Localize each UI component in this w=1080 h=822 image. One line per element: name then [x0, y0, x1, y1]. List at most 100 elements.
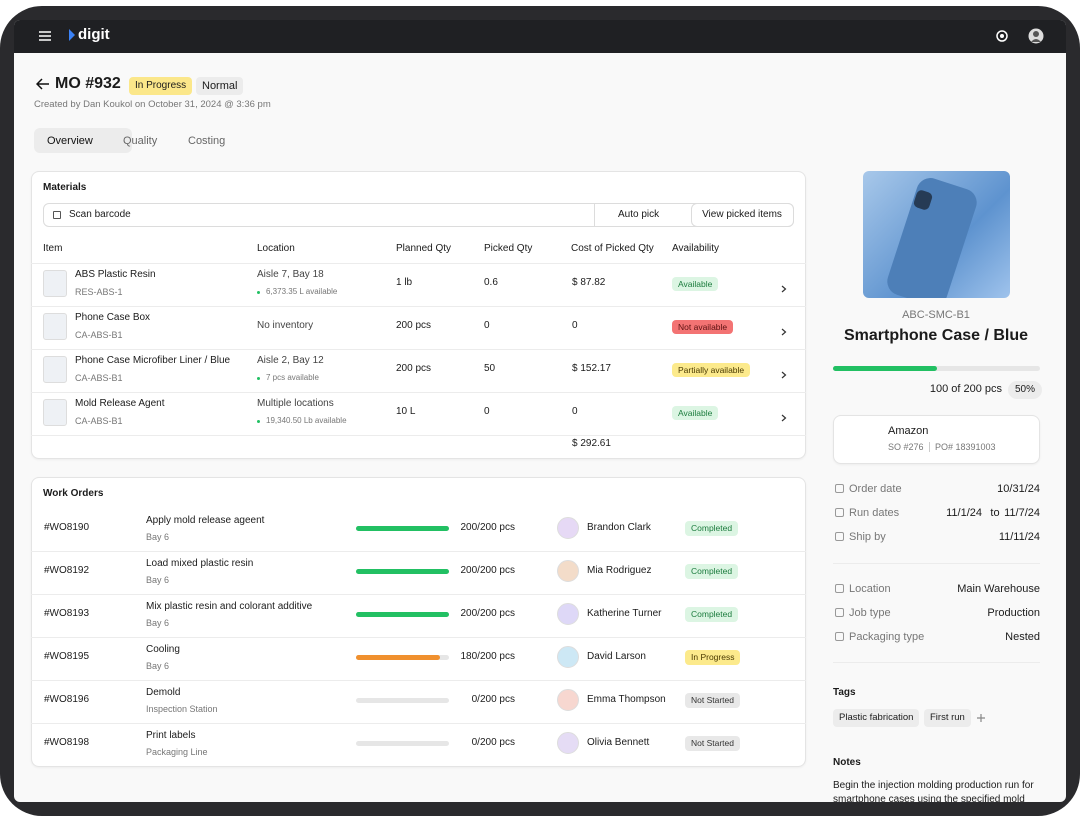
column-header: Cost of Picked Qty [571, 243, 654, 254]
settings-button[interactable] [994, 28, 1010, 44]
top-bar [14, 20, 1066, 53]
assignee-avatar [557, 603, 579, 625]
column-header: Availability [672, 243, 720, 254]
availability-badge: Available [672, 277, 719, 291]
divider [31, 435, 806, 436]
item-sku: CA-ABS-B1 [75, 373, 123, 383]
assignee-avatar [557, 560, 579, 582]
planned-qty: 10 L [396, 406, 416, 417]
auto-pick-divider [594, 204, 595, 226]
view-picked-label[interactable]: View picked items [702, 209, 782, 220]
stock-dot [257, 420, 260, 423]
back-button[interactable] [36, 78, 50, 90]
priority-badge: Normal [196, 77, 244, 95]
wo-id[interactable]: #WO8198 [44, 737, 90, 748]
assignee-name: Emma Thompson [587, 694, 666, 705]
detail-icon [835, 608, 844, 617]
detail-value: 10/31/24 [997, 483, 1040, 495]
menu-button[interactable] [38, 29, 52, 43]
item-thumbnail [43, 356, 67, 383]
customer-card [833, 415, 1040, 464]
user-avatar[interactable] [1028, 28, 1044, 44]
availability-badge: Partially available [672, 363, 751, 377]
divider [31, 306, 806, 307]
wo-place: Inspection Station [146, 704, 218, 714]
tag-chip[interactable]: Plastic fabrication [833, 709, 920, 727]
picked-qty: 0.6 [484, 277, 498, 288]
item-name: Phone Case Box [75, 312, 151, 323]
availability-badge: Not available [672, 320, 734, 334]
divider [31, 680, 806, 681]
barcode-icon [53, 211, 61, 219]
product-sku: ABC-SMC-B1 [902, 309, 970, 321]
picked-qty: 0 [484, 406, 490, 417]
wo-progress-label: 180/200 pcs [460, 651, 516, 662]
column-header: Picked Qty [484, 243, 533, 254]
wo-id[interactable]: #WO8192 [44, 565, 90, 576]
run-separator: to [990, 507, 1000, 519]
tab[interactable]: Costing [188, 135, 226, 147]
item-location: Aisle 2, Bay 12 [257, 355, 324, 366]
item-stock: 7 pcs available [266, 373, 319, 382]
wo-status-badge: Completed [685, 564, 739, 579]
divider [833, 662, 1040, 663]
wo-progress-label: 0/200 pcs [471, 737, 515, 748]
row-chevron[interactable] [781, 323, 787, 336]
wo-id[interactable]: #WO8195 [44, 651, 90, 662]
section-title: Tags [833, 687, 856, 698]
progress-fill [356, 526, 449, 531]
add-tag-button[interactable] [976, 713, 986, 723]
detail-value: Production [987, 607, 1040, 619]
tab-active-bg [34, 128, 132, 153]
detail-label: Run dates [849, 507, 900, 519]
assignee-avatar [557, 517, 579, 539]
wo-place: Bay 6 [146, 661, 170, 671]
detail-value: Nested [1005, 631, 1040, 643]
run-end: 11/7/24 [1004, 507, 1040, 519]
planned-qty: 200 pcs [396, 320, 432, 331]
divider [31, 551, 806, 552]
tag-chip[interactable]: First run [924, 709, 971, 727]
detail-icon [835, 484, 844, 493]
item-stock: 6,373.35 L available [266, 287, 338, 296]
detail-value: 11/11/24 [998, 531, 1040, 543]
assignee-avatar [557, 689, 579, 711]
assignee-name: David Larson [587, 651, 646, 662]
tab[interactable]: Quality [123, 135, 158, 147]
wo-id[interactable]: #WO8190 [44, 522, 90, 533]
run-start: 11/1/24 [946, 507, 982, 519]
tab[interactable]: Overview [47, 135, 93, 147]
search-box[interactable] [43, 203, 794, 227]
detail-icon [835, 532, 844, 541]
picked-cost: $ 87.82 [572, 277, 606, 288]
divider [31, 263, 806, 264]
auto-pick-dropdown[interactable]: Auto pick [618, 209, 660, 220]
customer-so: SO #276 [888, 442, 924, 452]
wo-progress-label: 200/200 pcs [460, 608, 516, 619]
row-chevron[interactable] [781, 409, 787, 422]
detail-label: Location [849, 583, 891, 595]
divider [833, 563, 1040, 564]
detail-icon [835, 584, 844, 593]
materials-total: $ 292.61 [572, 438, 611, 449]
view-picked-button[interactable] [691, 203, 794, 227]
progress-fill [356, 569, 449, 574]
divider [31, 594, 806, 595]
item-name: ABS Plastic Resin [75, 269, 156, 280]
picked-cost: 0 [572, 320, 578, 331]
row-chevron[interactable] [781, 366, 787, 379]
planned-qty: 200 pcs [396, 363, 432, 374]
wo-place: Bay 6 [146, 575, 170, 585]
assignee-name: Mia Rodriguez [587, 565, 652, 576]
row-chevron[interactable] [781, 280, 787, 293]
product-image [863, 171, 1010, 298]
item-sku: CA-ABS-B1 [75, 330, 123, 340]
wo-name: Print labels [146, 730, 196, 741]
wo-name: Mix plastic resin and colorant additive [146, 601, 313, 612]
wo-id[interactable]: #WO8196 [44, 694, 90, 705]
assignee-avatar [557, 646, 579, 668]
wo-id[interactable]: #WO8193 [44, 608, 90, 619]
section-title: Work Orders [43, 488, 104, 499]
